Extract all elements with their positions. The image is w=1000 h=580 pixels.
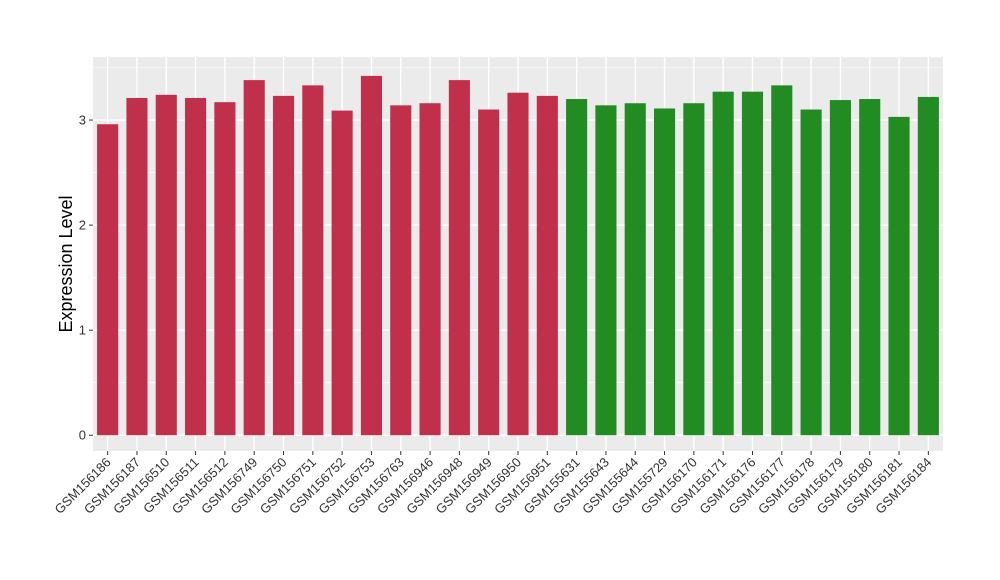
bar-gsm156184 xyxy=(917,96,939,436)
bar-gsm156171 xyxy=(712,91,734,436)
bar-gsm156949 xyxy=(478,109,500,436)
bar-gsm156750 xyxy=(272,95,295,436)
bar-gsm156186 xyxy=(97,124,119,436)
bar-gsm156751 xyxy=(302,85,324,436)
y-tick-label: 2 xyxy=(79,218,86,233)
bar-gsm156181 xyxy=(888,116,910,436)
bar-gsm156511 xyxy=(185,97,207,436)
bar-gsm155643 xyxy=(595,105,617,436)
y-axis: 0 1 2 3 xyxy=(79,113,93,443)
bar-gsm156752 xyxy=(331,110,353,436)
bars xyxy=(97,75,939,436)
bar-gsm156948 xyxy=(448,80,470,436)
bar-gsm156749 xyxy=(243,80,265,436)
bar-gsm156177 xyxy=(771,85,793,436)
y-axis-title: Expression Level xyxy=(56,195,76,332)
bar-gsm156170 xyxy=(683,103,705,436)
x-axis: GSM156186GSM156187GSM156510GSM156511GSM1… xyxy=(52,451,934,517)
bar-gsm156180 xyxy=(859,99,881,436)
bar-gsm156510 xyxy=(155,94,177,436)
bar-gsm155644 xyxy=(624,103,646,436)
bar-gsm156179 xyxy=(829,100,851,436)
bar-gsm156512 xyxy=(214,102,236,436)
bar-gsm156187 xyxy=(126,97,148,436)
bar-gsm156176 xyxy=(741,91,764,436)
bar-gsm156946 xyxy=(419,103,441,436)
bar-gsm156951 xyxy=(536,95,558,436)
bar-gsm155729 xyxy=(654,108,676,436)
bar-gsm155631 xyxy=(566,99,588,436)
y-tick-label: 0 xyxy=(79,428,86,443)
bar-gsm156950 xyxy=(507,92,529,436)
y-tick-label: 3 xyxy=(79,113,86,128)
bar-gsm156178 xyxy=(800,109,822,436)
bar-gsm156763 xyxy=(390,105,412,436)
bar-gsm156753 xyxy=(360,75,382,436)
y-tick-label: 1 xyxy=(79,323,86,338)
